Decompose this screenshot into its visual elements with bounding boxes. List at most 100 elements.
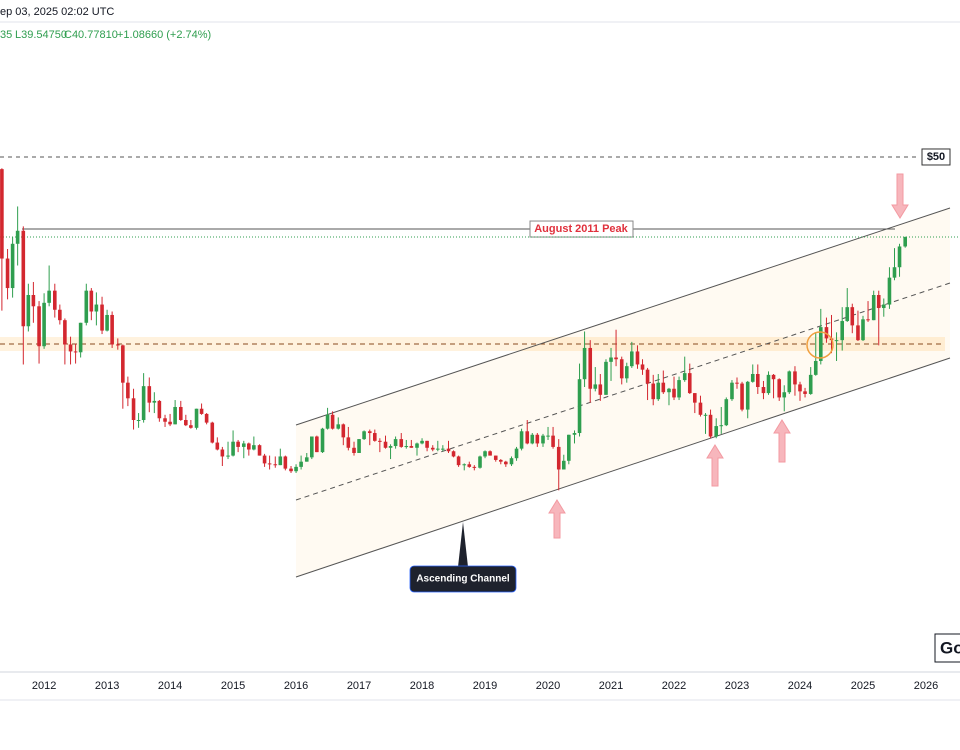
candle-body	[189, 425, 193, 428]
candle-body	[818, 327, 823, 361]
candle-body	[556, 446, 561, 470]
candle-body	[435, 448, 440, 450]
x-tick-label: 2022	[662, 680, 686, 692]
candle-body	[462, 464, 467, 466]
candle-body	[677, 380, 681, 398]
candle-body	[58, 309, 62, 321]
candle-body	[78, 322, 83, 353]
candle-body	[514, 448, 519, 459]
candle-body	[10, 243, 15, 289]
candle-body	[504, 461, 508, 465]
candle-body	[845, 307, 850, 322]
candle-body	[409, 446, 414, 448]
candle-body	[451, 451, 456, 457]
candle-body	[404, 446, 409, 448]
candle-body	[42, 302, 46, 347]
candle-body	[698, 402, 703, 415]
candle-body	[283, 456, 288, 469]
candle-body	[903, 237, 907, 247]
x-tick-label: 2026	[914, 680, 938, 692]
candle-body	[115, 344, 120, 346]
candle-body	[100, 304, 104, 331]
candle-body	[724, 399, 729, 426]
header-date: ep 03, 2025 02:02 UTC	[0, 6, 114, 18]
candle-body	[793, 371, 797, 385]
candle-body	[887, 277, 892, 305]
candle-body	[777, 379, 782, 398]
candle-body	[357, 439, 361, 453]
candle-body	[871, 295, 876, 321]
candle-body	[693, 393, 697, 403]
candle-body	[861, 319, 865, 341]
candle-body	[856, 325, 860, 341]
candle-body	[593, 384, 598, 389]
arrow-up	[706, 444, 724, 487]
candle-body	[708, 414, 713, 437]
candle-body	[315, 436, 319, 453]
x-tick-label: 2018	[410, 680, 434, 692]
candle-body	[415, 443, 419, 448]
candle-body	[152, 400, 157, 403]
candle-body	[310, 436, 314, 458]
candle-body	[163, 418, 167, 422]
candle-body	[204, 413, 209, 423]
candle-body	[604, 361, 608, 395]
candle-body	[803, 391, 807, 394]
candle-body	[651, 383, 656, 400]
candle-body	[546, 435, 550, 437]
candle-body	[535, 434, 540, 444]
candle-body	[247, 443, 251, 450]
candle-body	[215, 442, 220, 450]
candle-body	[745, 381, 750, 410]
candle-body	[771, 374, 776, 380]
candle-body	[577, 379, 582, 434]
candle-body	[53, 290, 57, 310]
candle-body	[178, 406, 183, 421]
candle-body	[761, 387, 766, 394]
callout-box	[409, 565, 517, 593]
candle-body	[68, 344, 73, 352]
candle-body	[782, 392, 787, 398]
candle-body	[493, 455, 498, 460]
candle-body	[834, 340, 839, 342]
candle-body	[273, 464, 278, 466]
candle-body	[373, 433, 377, 441]
candle-body	[252, 445, 256, 450]
candles	[0, 168, 907, 491]
status-high: 35	[0, 29, 12, 41]
candle-body	[147, 386, 152, 403]
candle-body	[682, 373, 687, 381]
candle-body	[808, 374, 813, 394]
x-tick-label: 2017	[347, 680, 371, 692]
candle-body	[687, 373, 692, 394]
candle-body	[446, 448, 451, 452]
candle-body	[393, 439, 398, 447]
candle-body	[892, 267, 897, 278]
candle-body	[194, 408, 199, 428]
arrow-down	[891, 173, 909, 219]
candle-body	[199, 408, 204, 414]
candle-body	[399, 439, 404, 447]
candle-body	[289, 468, 293, 472]
x-tick-label: 2014	[158, 680, 182, 692]
candle-body	[31, 295, 36, 307]
candle-body	[766, 374, 771, 394]
candle-body	[787, 371, 792, 393]
candle-body	[63, 320, 67, 345]
arrows	[548, 173, 909, 539]
candle-body	[498, 459, 503, 462]
candle-body	[703, 414, 708, 416]
candle-body	[420, 440, 424, 444]
candle-body	[478, 456, 482, 468]
candle-body	[173, 406, 177, 425]
candle-body	[572, 433, 577, 435]
candle-body	[456, 456, 461, 466]
x-tick-label: 2015	[221, 680, 245, 692]
candle-body	[645, 369, 650, 384]
x-tick-label: 2021	[599, 680, 623, 692]
candle-body	[73, 351, 78, 353]
x-tick-label: 2020	[536, 680, 560, 692]
candle-body	[840, 321, 845, 341]
candle-body	[598, 384, 603, 395]
